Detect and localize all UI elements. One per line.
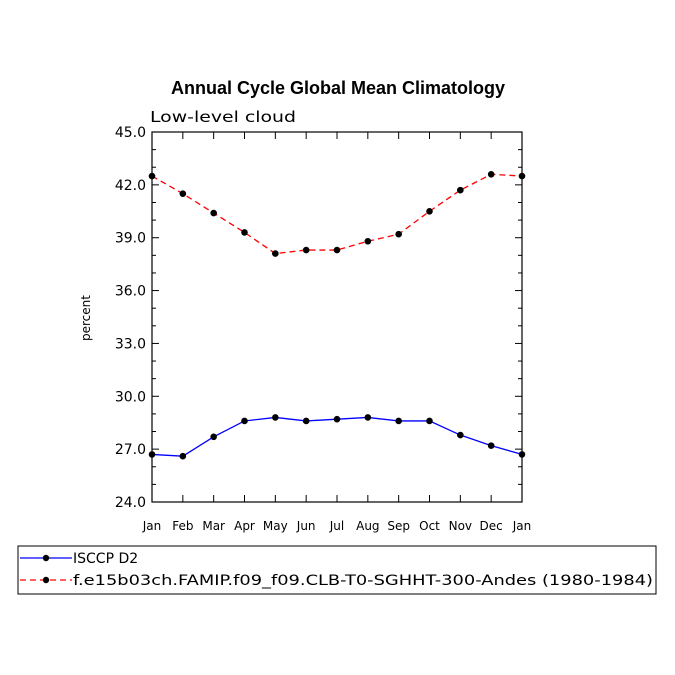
data-point — [395, 417, 402, 425]
x-tick-label: Mar — [202, 519, 225, 533]
data-point — [333, 415, 341, 423]
data-point — [302, 417, 310, 425]
data-point — [426, 417, 433, 425]
data-point — [457, 186, 464, 194]
data-point — [272, 250, 279, 257]
x-tick-label: Aug — [356, 519, 379, 533]
y-tick-label: 45.0 — [115, 125, 146, 141]
data-point — [210, 433, 217, 441]
data-point — [487, 170, 495, 178]
series-layer — [148, 170, 526, 460]
x-axis-ticks: Jan Feb Mar Apr May Jun Jul Aug Sep Oct Nov Dec Jan — [142, 132, 532, 533]
x-tick-label: Sep — [387, 519, 410, 533]
x-tick-label: Apr — [234, 519, 255, 533]
y-tick-label: 39.0 — [115, 231, 146, 247]
y-tick-label: 42.0 — [115, 178, 146, 194]
x-tick-label: Nov — [449, 519, 472, 533]
x-tick-label: Jun — [296, 519, 316, 533]
legend-entry-2: f.e15b03ch.FAMIP.f09_f09.CLB-T0-SGHHT-30… — [73, 573, 653, 589]
data-point — [148, 172, 156, 180]
legend: ISCCP D2 f.e15b03ch.FAMIP.f09_f09.CLB-T0… — [17, 545, 657, 595]
data-point — [518, 172, 526, 180]
y-axis-label: percent — [79, 295, 93, 341]
legend-frame — [17, 545, 657, 595]
x-tick-label: Feb — [172, 519, 193, 533]
data-point — [364, 414, 372, 421]
legend-entry-1: ISCCP D2 — [73, 551, 138, 567]
y-tick-label: 30.0 — [115, 389, 146, 405]
data-point — [241, 417, 248, 425]
data-point — [179, 452, 187, 460]
x-tick-label: Dec — [480, 519, 503, 533]
data-point — [518, 451, 526, 458]
data-point — [457, 431, 464, 439]
y-tick-label: 24.0 — [115, 495, 146, 511]
y-tick-label: 36.0 — [115, 284, 146, 300]
x-tick-label: Jan — [142, 519, 162, 533]
data-point — [179, 190, 187, 197]
data-point — [241, 229, 248, 236]
data-point — [210, 209, 217, 217]
legend-swatch-marker-1 — [42, 554, 50, 562]
data-point — [395, 230, 402, 238]
data-point — [364, 237, 372, 245]
x-tick-label: Jan — [512, 519, 532, 533]
chart-title: Annual Cycle Global Mean Climatology — [171, 78, 505, 98]
data-point — [302, 246, 310, 254]
data-point — [333, 246, 341, 254]
chart-subtitle: Low-level cloud — [150, 108, 296, 126]
y-tick-label: 33.0 — [115, 336, 146, 352]
data-point — [272, 414, 279, 421]
data-point — [426, 207, 433, 215]
x-tick-label: Oct — [419, 519, 440, 533]
x-tick-label: Jul — [329, 519, 344, 533]
x-tick-label: May — [263, 519, 288, 533]
y-axis-ticks: 24.0 27.0 30.0 33.0 36.0 39.0 42.0 45.0 — [115, 125, 522, 511]
legend-swatch-marker-2 — [42, 576, 50, 584]
data-point — [487, 442, 495, 449]
y-tick-label: 27.0 — [115, 442, 146, 458]
data-point — [148, 451, 156, 458]
